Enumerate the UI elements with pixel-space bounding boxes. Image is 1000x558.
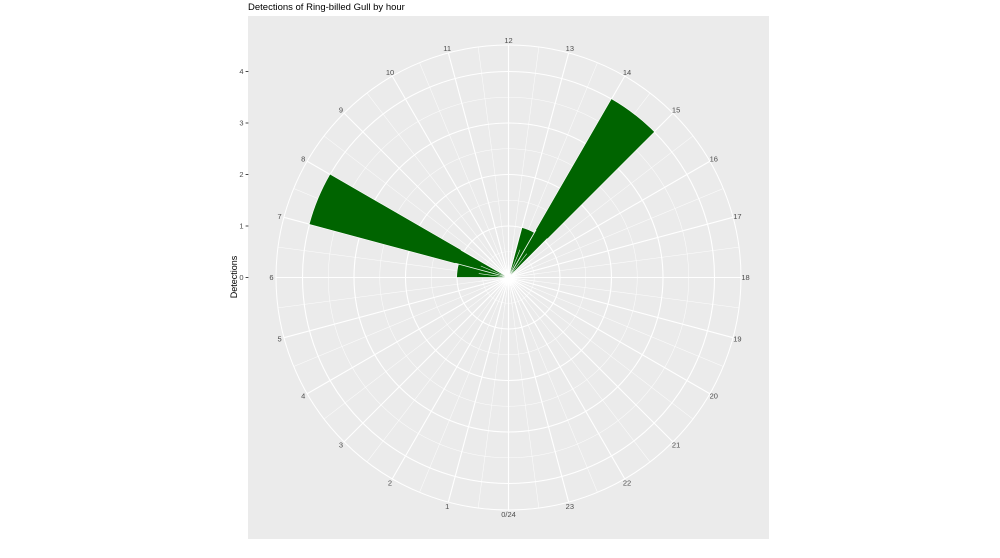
hour-label-11: 11 — [443, 44, 451, 53]
hour-label-18: 18 — [741, 273, 749, 282]
hour-label-17: 17 — [733, 212, 741, 221]
r-axis: 0 1 2 3 4 — [239, 67, 249, 282]
hour-label-19: 19 — [733, 334, 741, 343]
hour-label-12: 12 — [504, 36, 512, 45]
hour-label-10: 10 — [386, 68, 394, 77]
hour-label-3: 3 — [339, 441, 343, 450]
hour-label-5: 5 — [277, 334, 281, 343]
hour-label-9: 9 — [339, 106, 343, 115]
hour-label-21: 21 — [672, 441, 680, 450]
r-tick-label-4: 4 — [239, 67, 243, 76]
theta-labels: 0/24123456789101112131415161718192021222… — [269, 36, 749, 519]
r-tick-label-0: 0 — [239, 273, 243, 282]
r-tick-label-2: 2 — [239, 170, 243, 179]
bar-hour-13 — [508, 227, 535, 278]
hour-label-15: 15 — [672, 106, 680, 115]
hour-label-23: 23 — [566, 502, 574, 511]
bar-hour-14 — [508, 99, 655, 278]
chart-title: Detections of Ring-billed Gull by hour — [248, 2, 405, 13]
hour-label-1: 1 — [445, 502, 449, 511]
hour-label-22: 22 — [623, 478, 631, 487]
hour-label-14: 14 — [623, 68, 631, 77]
hour-label-2: 2 — [388, 478, 392, 487]
hour-label-4: 4 — [301, 392, 305, 401]
grid-center-overlay — [453, 222, 564, 333]
r-tick-label-3: 3 — [239, 119, 243, 128]
hour-label-0-24: 0/24 — [501, 510, 516, 519]
hour-label-8: 8 — [301, 155, 305, 164]
y-axis-title: Detections — [229, 255, 239, 299]
hour-label-7: 7 — [277, 212, 281, 221]
hour-label-13: 13 — [566, 44, 574, 53]
r-tick-label-1: 1 — [239, 222, 243, 231]
bar-hour-7 — [309, 174, 509, 278]
hour-label-6: 6 — [269, 273, 273, 282]
hour-label-16: 16 — [710, 155, 718, 164]
hour-label-20: 20 — [710, 392, 718, 401]
